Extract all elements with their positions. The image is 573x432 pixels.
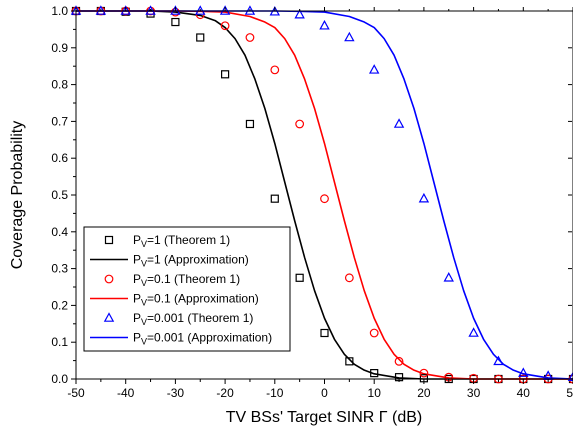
legend-label-2: PV=0.1 (Theorem 1) (133, 272, 240, 288)
data-point-0-4 (171, 17, 180, 27)
legend-marker-0 (104, 235, 114, 245)
data-point-2-15 (443, 272, 454, 282)
x-tick-label-7: 20 (417, 386, 431, 400)
data-point-2-11 (344, 31, 355, 42)
data-point-0-12 (370, 369, 379, 378)
data-point-0-10 (320, 328, 329, 338)
x-tick-label-1: -40 (117, 386, 135, 400)
data-point-1-10 (320, 194, 329, 204)
data-point-2-7 (244, 5, 256, 15)
x-tick-label-0: -50 (67, 386, 85, 400)
data-point-1-8 (270, 65, 280, 75)
y-tick-label-0: 0.0 (51, 372, 68, 386)
data-point-1-11 (344, 273, 354, 283)
x-tick-label-9: 40 (517, 386, 531, 400)
data-point-1-9 (295, 119, 305, 129)
y-tick-label-4: 0.4 (51, 225, 68, 239)
x-tick-label-4: -10 (266, 386, 284, 400)
data-point-2-5 (195, 5, 206, 15)
y-tick-label-10: 1.0 (51, 4, 68, 18)
x-tick-label-2: -30 (167, 386, 185, 400)
y-tick-label-1: 0.1 (51, 335, 68, 349)
y-tick-label-8: 0.8 (51, 78, 68, 92)
legend-marker-2 (104, 274, 114, 284)
data-point-0-8 (270, 194, 279, 203)
data-point-2-9 (294, 8, 305, 19)
y-tick-label-6: 0.6 (51, 151, 68, 165)
y-axis-title: Coverage Probability (9, 121, 26, 270)
y-tick-label-9: 0.9 (51, 41, 68, 55)
data-point-1-13 (394, 356, 404, 366)
axes: -50 -40 -30 -20 -10 0 10 20 30 40 50 0.0 0.1 0.2 0.3 0.… (51, 4, 573, 400)
approximation-line-0 (76, 10, 573, 380)
data-point-2-1 (95, 5, 107, 15)
data-point-1-14 (419, 368, 429, 378)
data-point-2-12 (368, 64, 380, 74)
legend-marker-4 (103, 312, 115, 322)
data-point-2-14 (418, 192, 430, 203)
data-point-0-6 (221, 70, 230, 79)
y-tick-label-3: 0.3 (51, 262, 68, 276)
legend-label-3: PV=0.1 (Approximation) (133, 292, 259, 308)
data-point-0-7 (245, 119, 255, 129)
y-tick-label-5: 0.5 (51, 188, 68, 202)
y-tick-label-2: 0.2 (51, 298, 68, 312)
data-point-2-18 (518, 367, 529, 377)
data-point-2-20 (567, 371, 573, 381)
data-point-2-6 (219, 5, 231, 15)
x-tick-label-5: 0 (321, 386, 328, 400)
x-tick-label-8: 30 (467, 386, 481, 400)
data-point-2-13 (393, 118, 405, 128)
data-point-1-12 (369, 328, 379, 338)
y-tick-label-7: 0.7 (51, 114, 68, 128)
x-tick-label-10: 50 (566, 386, 573, 400)
x-axis-title: TV BSs' Target SINR Γ (dB) (226, 409, 423, 426)
approximation-line-1 (76, 10, 573, 380)
data-point-2-4 (170, 5, 181, 15)
data-point-2-16 (468, 327, 479, 337)
legend-label-5: PV=0.001 (Approximation) (133, 331, 272, 347)
x-tick-label-6: 10 (368, 386, 382, 400)
legend-label-1: PV=1 (Approximation) (133, 253, 249, 269)
legend-box (83, 226, 291, 352)
data-point-2-2 (120, 5, 131, 15)
data-point-0-9 (295, 273, 304, 282)
data-point-2-3 (145, 5, 156, 15)
data-point-1-6 (220, 21, 230, 31)
data-point-0-11 (345, 357, 354, 366)
data-point-0-5 (196, 33, 205, 42)
approximation-line-2 (76, 10, 573, 380)
legend-label-0: PV=1 (Theorem 1) (133, 233, 230, 249)
data-point-2-17 (493, 355, 504, 366)
legend-label-4: PV=0.001 (Theorem 1) (133, 311, 253, 327)
x-tick-label-3: -20 (216, 386, 234, 400)
data-point-1-7 (245, 33, 255, 42)
legend: PV=1 (Theorem 1) PV=1 (Approximation) PV=0… (83, 226, 291, 352)
data-point-2-10 (319, 19, 330, 30)
